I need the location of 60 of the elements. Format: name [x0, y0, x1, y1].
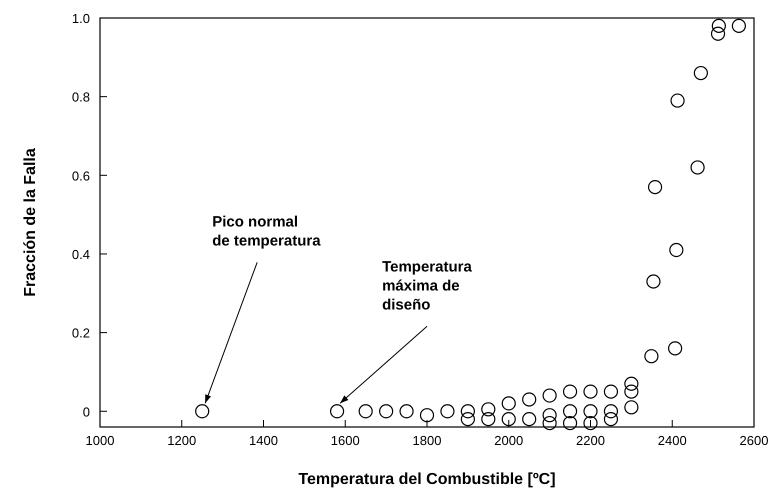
y-tick-label: 0 — [82, 404, 90, 420]
point — [379, 404, 394, 418]
y-tick-label: 0.2 — [72, 326, 90, 341]
point — [668, 341, 682, 356]
x-tick-label: 2200 — [576, 433, 605, 448]
y-tick-label: 1.0 — [72, 11, 90, 26]
y-tick-label: 0.6 — [72, 168, 90, 184]
x-axis-title: Temperatura del Combustible [ºC] — [298, 471, 556, 488]
point — [690, 160, 705, 175]
y-tick-label: 0.8 — [72, 90, 90, 105]
point — [624, 376, 638, 391]
point — [583, 416, 598, 430]
point — [562, 404, 578, 418]
point — [669, 242, 684, 258]
point — [542, 408, 557, 422]
x-tick-label: 1200 — [167, 433, 196, 448]
x-tick-label: 1600 — [330, 433, 360, 448]
point — [481, 412, 496, 426]
point — [583, 384, 598, 399]
point — [542, 416, 557, 430]
x-tick-label: 1400 — [249, 433, 278, 448]
x-tick-label: 1000 — [86, 433, 114, 448]
point — [522, 392, 536, 407]
y-axis-title: Fracción de la Falla — [22, 148, 39, 297]
point — [460, 404, 475, 418]
point — [646, 274, 661, 289]
point — [562, 384, 578, 399]
point — [330, 404, 344, 418]
point — [624, 384, 638, 399]
point — [712, 18, 726, 33]
point — [542, 388, 557, 403]
point — [604, 384, 618, 399]
x-tick-label: 1800 — [412, 433, 442, 448]
annotation: Temperatura máxima de diseño — [382, 258, 472, 314]
point — [583, 404, 598, 418]
point — [644, 349, 659, 364]
point — [694, 66, 708, 80]
point — [358, 404, 373, 418]
point — [420, 408, 434, 422]
point — [604, 404, 618, 418]
point — [460, 412, 475, 426]
point — [481, 402, 496, 416]
point — [648, 180, 662, 194]
point — [562, 416, 578, 430]
x-tick-label: 2000 — [494, 433, 524, 448]
y-tick-label: 0.4 — [72, 246, 90, 262]
point — [710, 26, 726, 41]
point — [522, 412, 536, 426]
point — [440, 404, 455, 418]
point — [399, 404, 414, 418]
point — [732, 18, 746, 33]
x-tick-label: 2400 — [658, 433, 687, 448]
point — [670, 93, 685, 108]
annotation: Pico normal de temperatura — [212, 213, 322, 250]
point — [604, 412, 618, 426]
point — [624, 400, 638, 414]
point — [502, 396, 516, 411]
point — [195, 404, 210, 418]
x-tick-label: 2600 — [740, 433, 768, 448]
point — [502, 412, 516, 426]
